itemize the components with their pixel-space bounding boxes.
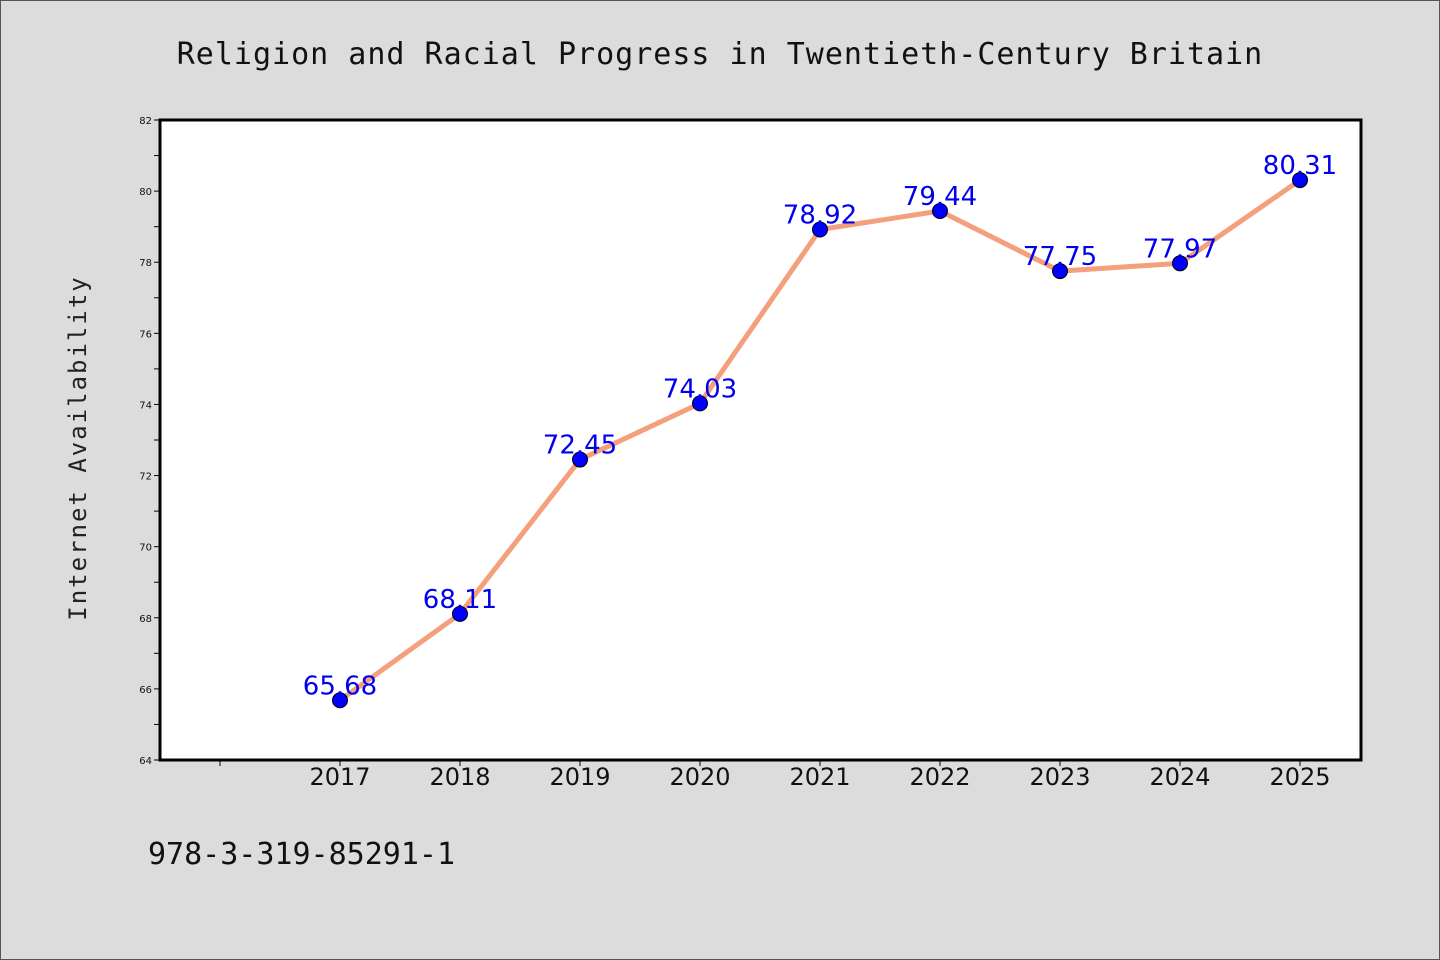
x-tick-label: 2025 [1269, 763, 1330, 791]
y-tick-label: 66 [139, 685, 152, 696]
data-point [452, 605, 468, 622]
data-point [812, 221, 828, 238]
data-point [1052, 263, 1068, 280]
data-point [1292, 172, 1308, 189]
data-label: 74.03 [663, 374, 737, 404]
isbn-text: 978-3-319-85291-1 [148, 837, 455, 872]
y-tick-label: 76 [139, 329, 152, 340]
y-axis-label: Internet Availability [64, 275, 92, 620]
x-tick-label: 2023 [1029, 763, 1090, 791]
data-label: 79.44 [903, 182, 977, 212]
data-point [332, 692, 348, 709]
y-tick-label: 78 [139, 258, 152, 269]
x-axis: 2017 2018 2019 2020 2021 2022 2023 2024 2025 [219, 760, 1331, 791]
chart-title: Religion and Racial Progress in Twentiet… [177, 37, 1264, 72]
data-label: 72.45 [543, 431, 617, 461]
y-tick-label: 80 [139, 187, 152, 198]
series-group: 65.68 68.11 72.45 74.03 78.92 79.44 77.75 77.97… [303, 151, 1337, 709]
data-point [932, 203, 948, 220]
x-tick-label: 2020 [669, 763, 730, 791]
x-tick-label: 2019 [549, 763, 610, 791]
data-label: 65.68 [303, 671, 377, 701]
plot-area [158, 118, 1363, 762]
data-label: 77.97 [1143, 234, 1217, 264]
y-tick-label: 64 [139, 756, 152, 767]
y-tick-label: 68 [139, 614, 152, 625]
y-tick-label: 70 [139, 543, 152, 554]
x-tick-label: 2017 [309, 763, 370, 791]
y-tick-label: 74 [139, 400, 152, 411]
data-point [692, 395, 708, 412]
x-tick-label: 2024 [1149, 763, 1210, 791]
y-tick-label: 72 [139, 472, 152, 483]
data-point [1172, 255, 1188, 272]
x-tick-label: 2022 [909, 763, 970, 791]
data-label: 77.75 [1023, 242, 1097, 272]
data-point [572, 451, 588, 468]
data-label: 68.11 [423, 585, 497, 615]
x-tick-label: 2018 [429, 763, 490, 791]
y-axis: 64 66 68 70 72 74 76 78 80 82 [139, 116, 160, 767]
y-tick-label: 82 [139, 116, 152, 127]
data-label: 80.31 [1263, 151, 1337, 181]
data-label: 78.92 [783, 201, 857, 231]
x-tick-label: 2021 [789, 763, 850, 791]
